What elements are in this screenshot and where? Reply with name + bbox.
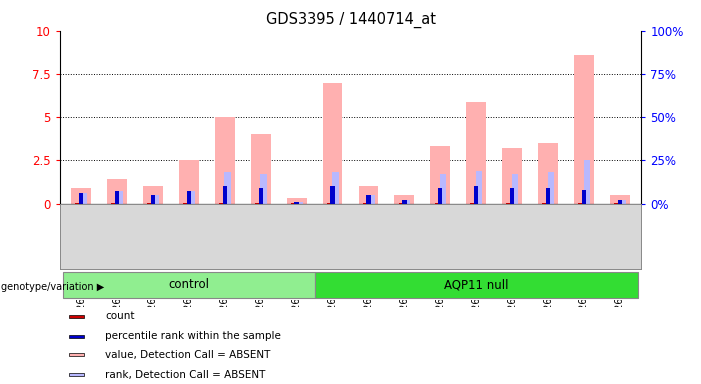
Bar (510, 188, 515, 204)
Bar (116, 192, 123, 204)
Bar (69, 315, 83, 318)
Bar (260, 174, 267, 204)
Bar (404, 200, 411, 204)
Bar (215, 117, 235, 204)
Bar (582, 190, 586, 204)
Title: GDS3395 / 1440714_at: GDS3395 / 1440714_at (266, 12, 435, 28)
Bar (186, 192, 191, 204)
Bar (614, 203, 618, 204)
Bar (476, 171, 482, 204)
Bar (578, 203, 583, 204)
Bar (294, 202, 299, 204)
Bar (368, 195, 374, 204)
Bar (183, 203, 187, 204)
Bar (69, 353, 83, 356)
Bar (153, 195, 159, 204)
Bar (402, 200, 407, 204)
Bar (107, 179, 127, 204)
Bar (547, 172, 554, 204)
Bar (327, 203, 331, 204)
Bar (79, 193, 83, 204)
Bar (440, 174, 447, 204)
Bar (143, 186, 163, 204)
Bar (259, 188, 263, 204)
Bar (63, 272, 315, 298)
Bar (584, 161, 590, 204)
Bar (367, 195, 371, 204)
Bar (219, 203, 224, 204)
Text: rank, Detection Call = ABSENT: rank, Detection Call = ABSENT (105, 370, 266, 380)
Bar (297, 202, 303, 204)
Bar (506, 203, 511, 204)
Bar (151, 195, 155, 204)
Text: value, Detection Call = ABSENT: value, Detection Call = ABSENT (105, 350, 271, 360)
Bar (72, 188, 91, 204)
Text: genotype/variation ▶: genotype/variation ▶ (1, 281, 104, 291)
Bar (435, 203, 439, 204)
Bar (76, 203, 80, 204)
Bar (81, 193, 87, 204)
Bar (255, 203, 259, 204)
Bar (543, 203, 547, 204)
Bar (224, 172, 231, 204)
Bar (69, 335, 83, 338)
Text: percentile rank within the sample: percentile rank within the sample (105, 331, 281, 341)
Bar (315, 272, 638, 298)
Bar (287, 199, 306, 204)
Bar (147, 203, 151, 204)
Bar (470, 203, 475, 204)
Bar (546, 188, 550, 204)
Bar (610, 195, 629, 204)
Bar (538, 143, 558, 204)
Bar (430, 147, 450, 204)
Bar (115, 192, 119, 204)
Bar (291, 203, 295, 204)
Bar (111, 203, 116, 204)
Bar (362, 203, 367, 204)
Bar (618, 200, 622, 204)
Bar (620, 200, 626, 204)
Bar (69, 373, 83, 376)
Bar (399, 203, 403, 204)
Bar (466, 101, 486, 204)
Text: control: control (168, 278, 210, 291)
Text: count: count (105, 311, 135, 321)
Bar (251, 134, 271, 204)
Bar (474, 186, 478, 204)
Bar (512, 174, 518, 204)
Bar (322, 83, 342, 204)
Bar (438, 188, 442, 204)
Text: AQP11 null: AQP11 null (444, 278, 508, 291)
Bar (189, 192, 195, 204)
Bar (223, 186, 227, 204)
Bar (179, 161, 199, 204)
Bar (395, 195, 414, 204)
Bar (332, 172, 339, 204)
Bar (330, 186, 334, 204)
Bar (502, 148, 522, 204)
Bar (359, 186, 379, 204)
Bar (574, 55, 594, 204)
